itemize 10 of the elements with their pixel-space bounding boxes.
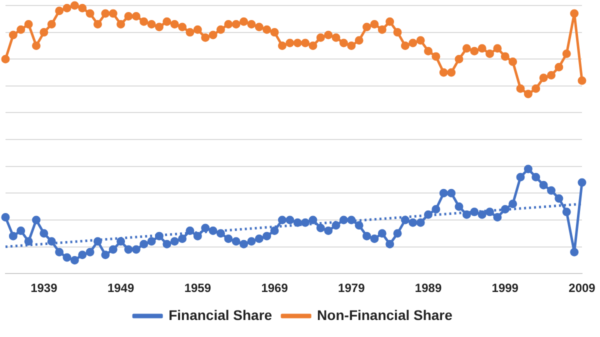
x-tick-label: 1939	[30, 281, 58, 296]
x-tick-label: 2009	[568, 281, 596, 296]
x-tick-label: 1979	[338, 281, 366, 296]
x-tick-label: 1959	[184, 281, 212, 296]
legend-label: Non-Financial Share	[317, 306, 453, 323]
x-tick-label: 1949	[107, 281, 134, 296]
x-tick-label: 1989	[414, 281, 442, 296]
legend-label: Financial Share	[168, 306, 272, 323]
x-tick-label: 1969	[261, 281, 288, 296]
x-tick-label: 1999	[492, 281, 519, 296]
